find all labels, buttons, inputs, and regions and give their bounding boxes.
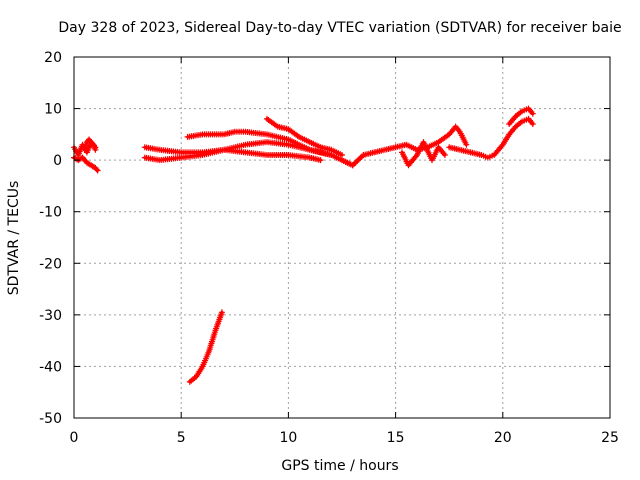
series-outlier (186, 309, 225, 385)
y-tick-label: -20 (39, 256, 62, 272)
series-track-2 (141, 146, 324, 164)
series-point-markers (506, 105, 536, 127)
series-early-c (81, 136, 99, 153)
y-tick-label: 0 (53, 153, 62, 169)
series-track-8 (506, 105, 536, 127)
x-tick-label: 25 (601, 430, 619, 446)
series-early-b (71, 154, 101, 174)
series-point-markers (81, 136, 99, 153)
x-tick-label: 20 (494, 430, 512, 446)
y-axis-label: SDTVAR / TECUs (6, 181, 22, 296)
series-track-7 (446, 115, 536, 161)
series-point-markers (184, 128, 335, 158)
x-tick-label: 0 (70, 430, 79, 446)
series-point-markers (186, 309, 225, 385)
x-tick-label: 5 (177, 430, 186, 446)
y-tick-label: -50 (39, 411, 62, 427)
y-tick-label: -40 (39, 359, 62, 375)
chart-title: Day 328 of 2023, Sidereal Day-to-day VTE… (58, 20, 621, 36)
axis-ticks: 0 5 10 15 20 25 -50 -40 -30 -20 -10 0 10 20 (39, 50, 619, 446)
series-track-5 (339, 123, 470, 169)
y-tick-label: -10 (39, 205, 62, 221)
series-track-6 (399, 139, 448, 169)
series-point-markers (399, 139, 448, 169)
series-point-markers (71, 154, 101, 174)
y-tick-label: -30 (39, 308, 62, 324)
plot-frame (73, 56, 611, 419)
x-tick-label: 10 (279, 430, 297, 446)
x-tick-label: 15 (387, 430, 405, 446)
series-track-3 (184, 128, 335, 158)
y-tick-label: 20 (44, 50, 62, 66)
data-series (71, 105, 536, 385)
y-tick-label: 10 (44, 102, 62, 118)
series-point-markers (141, 146, 324, 164)
series-point-markers (446, 115, 536, 161)
grid-lines (74, 57, 610, 418)
x-axis-label: GPS time / hours (281, 458, 398, 474)
series-point-markers (264, 115, 345, 158)
series-track-4 (264, 115, 345, 158)
